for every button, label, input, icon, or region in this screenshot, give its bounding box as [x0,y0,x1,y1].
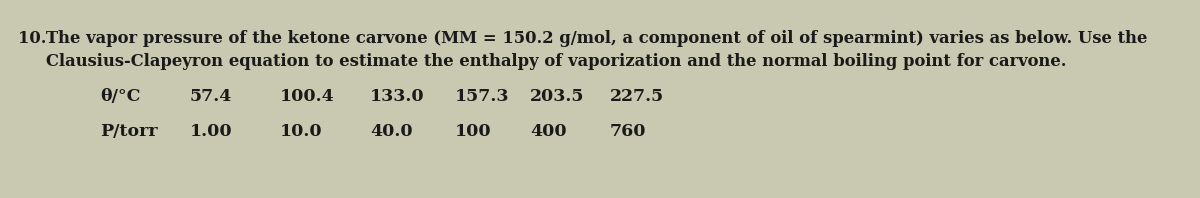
Text: Clausius-Clapeyron equation to estimate the enthalpy of vaporization and the nor: Clausius-Clapeyron equation to estimate … [46,53,1067,70]
Text: 100.4: 100.4 [280,88,335,105]
Text: 100: 100 [455,123,492,140]
Text: 1.00: 1.00 [190,123,233,140]
Text: P/torr: P/torr [100,123,157,140]
Text: The vapor pressure of the ketone carvone (MM = 150.2 g/mol, a component of oil o: The vapor pressure of the ketone carvone… [46,30,1147,47]
Text: 227.5: 227.5 [610,88,665,105]
Text: 760: 760 [610,123,647,140]
Text: 157.3: 157.3 [455,88,510,105]
Text: 40.0: 40.0 [370,123,413,140]
Text: 203.5: 203.5 [530,88,584,105]
Text: 10.0: 10.0 [280,123,323,140]
Text: 400: 400 [530,123,566,140]
Text: θ/°C: θ/°C [100,88,140,105]
Text: 10.: 10. [18,30,47,47]
Text: 133.0: 133.0 [370,88,425,105]
Text: 57.4: 57.4 [190,88,233,105]
